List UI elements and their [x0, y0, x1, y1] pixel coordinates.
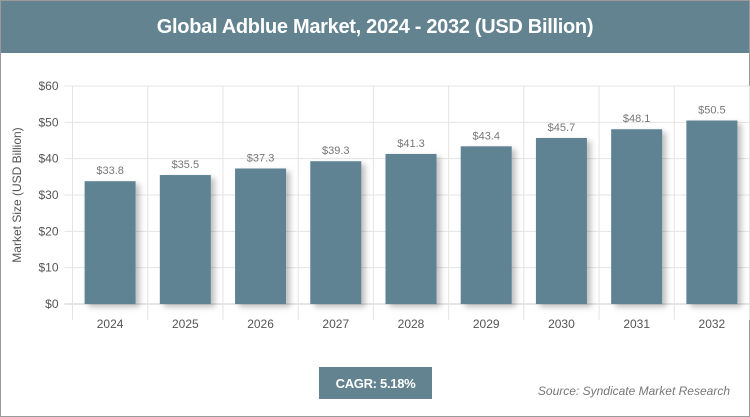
bar-2030: [535, 137, 587, 304]
bar-2028: [385, 153, 437, 304]
data-label: $50.5: [698, 105, 726, 117]
bar-2027: [310, 161, 362, 304]
x-tick-label: 2027: [322, 317, 349, 331]
data-label: $33.8: [96, 165, 124, 177]
x-tick-label: 2032: [699, 317, 726, 331]
source-note: Source: Syndicate Market Research: [537, 384, 730, 398]
data-label: $48.1: [623, 113, 651, 125]
x-tick-label: 2031: [623, 317, 650, 331]
y-tick-label: $0: [45, 297, 59, 311]
y-tick-label: $60: [38, 79, 58, 93]
data-label: $45.7: [548, 122, 576, 134]
x-tick-label: 2029: [473, 317, 500, 331]
bar-2026: [235, 168, 287, 304]
bar-2025: [159, 175, 211, 304]
x-tick-label: 2024: [97, 317, 124, 331]
chart-title: Global Adblue Market, 2024 - 2032 (USD B…: [1, 1, 749, 53]
x-tick-label: 2030: [548, 317, 575, 331]
data-label: $43.4: [472, 130, 500, 142]
cagr-badge: CAGR: 5.18%: [319, 367, 432, 399]
bar-2024: [84, 181, 136, 304]
y-tick-label: $30: [38, 188, 58, 202]
bar-2029: [460, 146, 512, 304]
y-tick-label: $20: [38, 224, 58, 238]
y-tick-label: $40: [38, 152, 58, 166]
y-tick-label: $50: [38, 115, 58, 129]
data-label: $41.3: [397, 138, 425, 150]
x-tick-label: 2026: [247, 317, 274, 331]
bar-2032: [686, 120, 738, 305]
y-axis-label: Market Size (USD Billion): [10, 127, 24, 262]
data-label: $39.3: [322, 145, 350, 157]
bar-2031: [611, 129, 663, 304]
x-tick-label: 2028: [398, 317, 425, 331]
data-label: $35.5: [172, 159, 200, 171]
x-tick-label: 2025: [172, 317, 199, 331]
data-label: $37.3: [247, 152, 275, 164]
y-tick-label: $10: [38, 261, 58, 275]
